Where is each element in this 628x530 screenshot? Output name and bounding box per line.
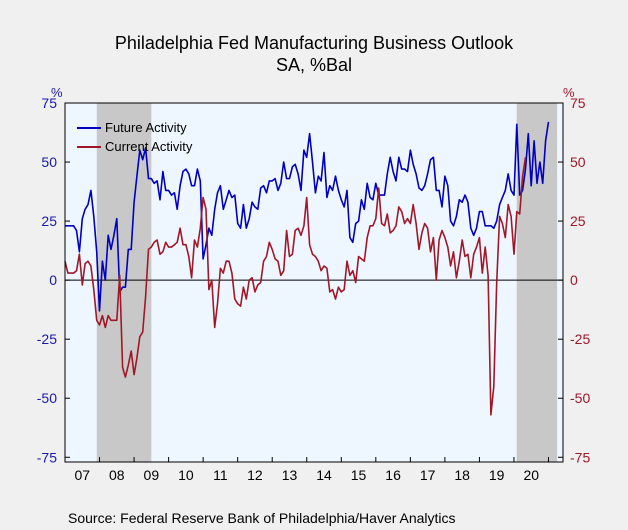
left-ytick-label-6: -75 xyxy=(37,449,57,465)
y-ticks: 75 50 25 0 -25 -50 -75 75 50 25 0 -25 -50 -75 xyxy=(37,95,591,465)
right-ytick-label-5: -50 xyxy=(570,390,590,406)
xtick-label-9: 16 xyxy=(385,467,401,483)
xtick-label-0: 07 xyxy=(74,467,90,483)
series-line-0 xyxy=(65,121,550,312)
xtick-label-2: 09 xyxy=(144,467,160,483)
xtick-label-3: 10 xyxy=(178,467,194,483)
left-axis-unit: % xyxy=(51,85,63,100)
xtick-label-11: 18 xyxy=(454,467,470,483)
right-ytick-label-2: 25 xyxy=(570,213,586,229)
recession-band-1 xyxy=(516,103,558,462)
left-ytick-label-0: 75 xyxy=(41,95,57,111)
source-note: Source: Federal Reserve Bank of Philadel… xyxy=(68,510,456,526)
xtick-label-4: 11 xyxy=(213,467,228,483)
left-ytick-label-4: -25 xyxy=(37,331,57,347)
xtick-label-13: 20 xyxy=(523,467,539,483)
xtick-label-6: 13 xyxy=(282,467,298,483)
left-ytick-label-5: -50 xyxy=(37,390,57,406)
left-ytick-label-1: 50 xyxy=(41,154,57,170)
xtick-label-1: 08 xyxy=(109,467,125,483)
right-ytick-label-4: -25 xyxy=(570,331,590,347)
chart-subtitle: SA, %Bal xyxy=(275,55,353,75)
xtick-label-10: 17 xyxy=(420,467,436,483)
recession-band-0 xyxy=(96,103,152,462)
recession-bands xyxy=(96,103,558,462)
xtick-label-5: 12 xyxy=(247,467,263,483)
xtick-label-7: 14 xyxy=(316,467,332,483)
xtick-label-8: 15 xyxy=(351,467,367,483)
series-layer xyxy=(64,121,550,416)
legend-label-0: Future Activity xyxy=(105,120,187,135)
right-ytick-label-6: -75 xyxy=(570,449,590,465)
series-line-1 xyxy=(64,157,527,416)
legend: Future Activity Current Activity xyxy=(77,120,193,154)
legend-label-1: Current Activity xyxy=(105,139,193,154)
xtick-label-12: 19 xyxy=(489,467,505,483)
right-ytick-label-3: 0 xyxy=(570,272,578,288)
left-ytick-label-2: 25 xyxy=(41,213,57,229)
right-axis-unit: % xyxy=(563,85,575,100)
plot-border xyxy=(64,102,564,463)
right-ytick-label-1: 50 xyxy=(570,154,586,170)
chart-title: Philadelphia Fed Manufacturing Business … xyxy=(114,33,514,53)
x-ticks: 07 08 09 10 11 12 13 14 15 16 17 18 19 20 xyxy=(64,457,549,483)
right-ytick-label-0: 75 xyxy=(570,95,586,111)
left-ytick-label-3: 0 xyxy=(49,272,57,288)
